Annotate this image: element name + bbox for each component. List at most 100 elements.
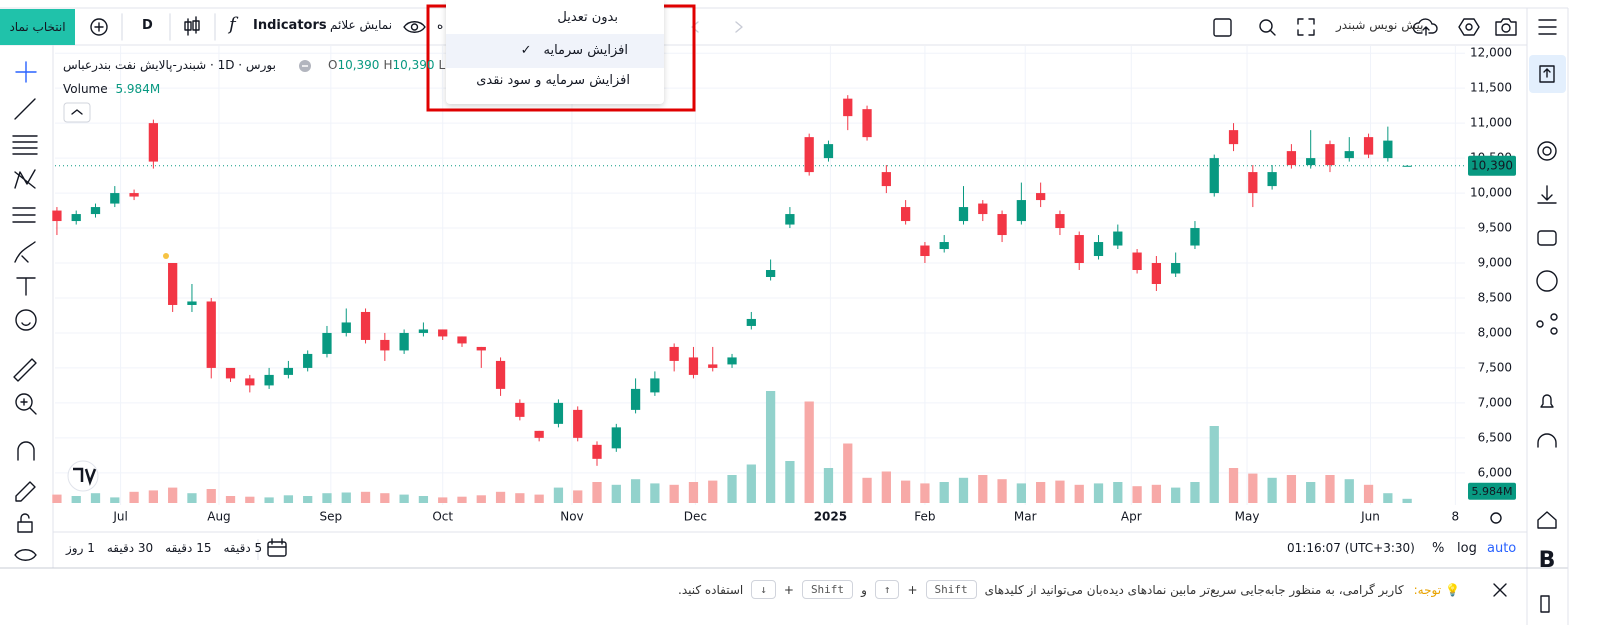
trend-line-tool — [14, 98, 36, 120]
candle-body — [187, 301, 197, 305]
volume-bar — [322, 493, 332, 503]
candle-body — [939, 242, 949, 250]
volume-bar — [1383, 493, 1393, 503]
hide-tool — [14, 549, 37, 561]
settings-icon — [1542, 146, 1552, 156]
candle-body — [110, 193, 120, 204]
x-tick-label: Aug — [207, 510, 230, 524]
candle-body — [283, 367, 294, 375]
candle-body — [71, 214, 81, 222]
candle-body — [1209, 158, 1219, 194]
menu-item[interactable]: افزایش سرمایه ✓ — [446, 34, 664, 68]
candle-body — [727, 357, 737, 365]
y-tick-label: 9,500 — [1478, 221, 1512, 235]
volume-bar — [650, 483, 660, 503]
calendar-icon[interactable] — [267, 538, 287, 557]
x-tick-label: Apr — [1121, 510, 1142, 524]
volume-bar — [1036, 482, 1046, 503]
volume-bar — [901, 480, 911, 503]
candle-body — [457, 336, 467, 344]
user-icon — [1536, 270, 1558, 292]
volume-bar — [438, 497, 448, 503]
candle-type-icon — [184, 16, 200, 36]
magnet-tool — [17, 441, 35, 461]
volume-value: 5.984M — [115, 82, 161, 96]
volume-bar — [765, 391, 776, 503]
volume-bar — [148, 490, 159, 503]
signs-button[interactable]: نمایش علائم — [330, 18, 393, 32]
timeframe-button[interactable]: 15 دقیقه — [165, 541, 212, 555]
candle-body — [148, 123, 159, 162]
timeframe-button[interactable]: 30 دقیقه — [106, 541, 154, 555]
candle-body — [958, 207, 969, 222]
volume-bar — [592, 482, 602, 503]
candle-body — [1074, 235, 1084, 264]
interval-button[interactable]: D — [142, 18, 153, 33]
candle-body — [1363, 137, 1374, 155]
eye-icon — [410, 23, 419, 31]
download-icon — [1537, 185, 1557, 204]
candle-body — [804, 137, 814, 173]
timeframe-button[interactable]: 5 دقیقه — [223, 541, 263, 555]
adjust-button[interactable]: ه — [437, 18, 444, 32]
x-tick-label: 8 — [1452, 510, 1460, 524]
volume-bar — [225, 496, 236, 503]
volume-bar — [534, 494, 544, 503]
emoji-tool — [15, 309, 37, 331]
volume-bar — [1171, 487, 1181, 503]
candle-body — [168, 263, 178, 305]
candle-body — [322, 332, 332, 354]
draft-button[interactable]: پیش نویس شبندر — [1336, 18, 1424, 32]
candle-body — [476, 346, 486, 351]
x-tick-label: Jul — [112, 510, 127, 524]
candle-body — [418, 329, 429, 333]
volume-bar — [688, 482, 699, 503]
volume-bar — [1016, 483, 1026, 503]
candle-body — [438, 329, 448, 337]
brand-icon: B — [1539, 548, 1556, 573]
share-icon — [1550, 313, 1558, 321]
axis-settings[interactable] — [1490, 512, 1502, 524]
check-mark: ✓ — [520, 43, 532, 58]
indicators-button[interactable]: Indicators — [253, 18, 327, 33]
candle-body — [1248, 172, 1258, 194]
log-toggle[interactable]: log — [1457, 541, 1477, 556]
menu-item-label: افزایش سرمایه — [543, 43, 628, 58]
settings-icon — [1465, 23, 1473, 31]
notice-text: کاربر گرامی، به منظور جابه‌جایی سریع‌تر … — [984, 582, 1404, 597]
quick-search-icon — [1269, 29, 1276, 36]
y-tick-label: 6,500 — [1478, 430, 1512, 444]
legend-volume: Volume 5.984M — [63, 82, 160, 96]
volume-bar — [515, 493, 525, 503]
symbol-button[interactable]: انتخاب نماد — [0, 9, 75, 45]
volume-bar — [630, 479, 641, 503]
quick-search-icon — [1259, 19, 1273, 33]
percent-toggle[interactable]: % — [1432, 541, 1445, 556]
adjust-menu: بدون تعدیل افزایش سرمایه ✓ افزایش سرمایه و … — [446, 0, 664, 104]
volume-bar — [1209, 426, 1219, 503]
notice-text: و — [861, 582, 867, 597]
y-tick-label: 7,500 — [1478, 360, 1512, 374]
candle-body — [573, 409, 583, 438]
candle-body — [1286, 151, 1297, 166]
menu-item[interactable]: بدون تعدیل — [446, 1, 664, 35]
candle-body — [1036, 193, 1046, 201]
candle-body — [1190, 228, 1200, 246]
collapse-button[interactable] — [71, 109, 83, 115]
fullscreen-icon — [1213, 18, 1232, 37]
collapse-button[interactable] — [63, 102, 91, 123]
volume-bar — [843, 443, 853, 503]
volume-bar — [1132, 486, 1142, 503]
volume-bar — [399, 494, 409, 503]
candle-body — [1228, 130, 1239, 145]
menu-item[interactable]: افزایش سرمایه و سود نقدی — [446, 64, 664, 98]
candle-body — [1383, 140, 1393, 159]
auto-toggle[interactable]: auto — [1487, 541, 1517, 556]
candle-body — [997, 214, 1007, 236]
undo-redo — [691, 21, 743, 33]
y-tick-label: 11,500 — [1470, 81, 1512, 95]
x-tick-label: Mar — [1014, 510, 1037, 524]
candle-body — [978, 203, 988, 215]
timeframe-button[interactable]: 1 روز — [66, 541, 95, 555]
close-notice[interactable] — [1493, 583, 1507, 597]
